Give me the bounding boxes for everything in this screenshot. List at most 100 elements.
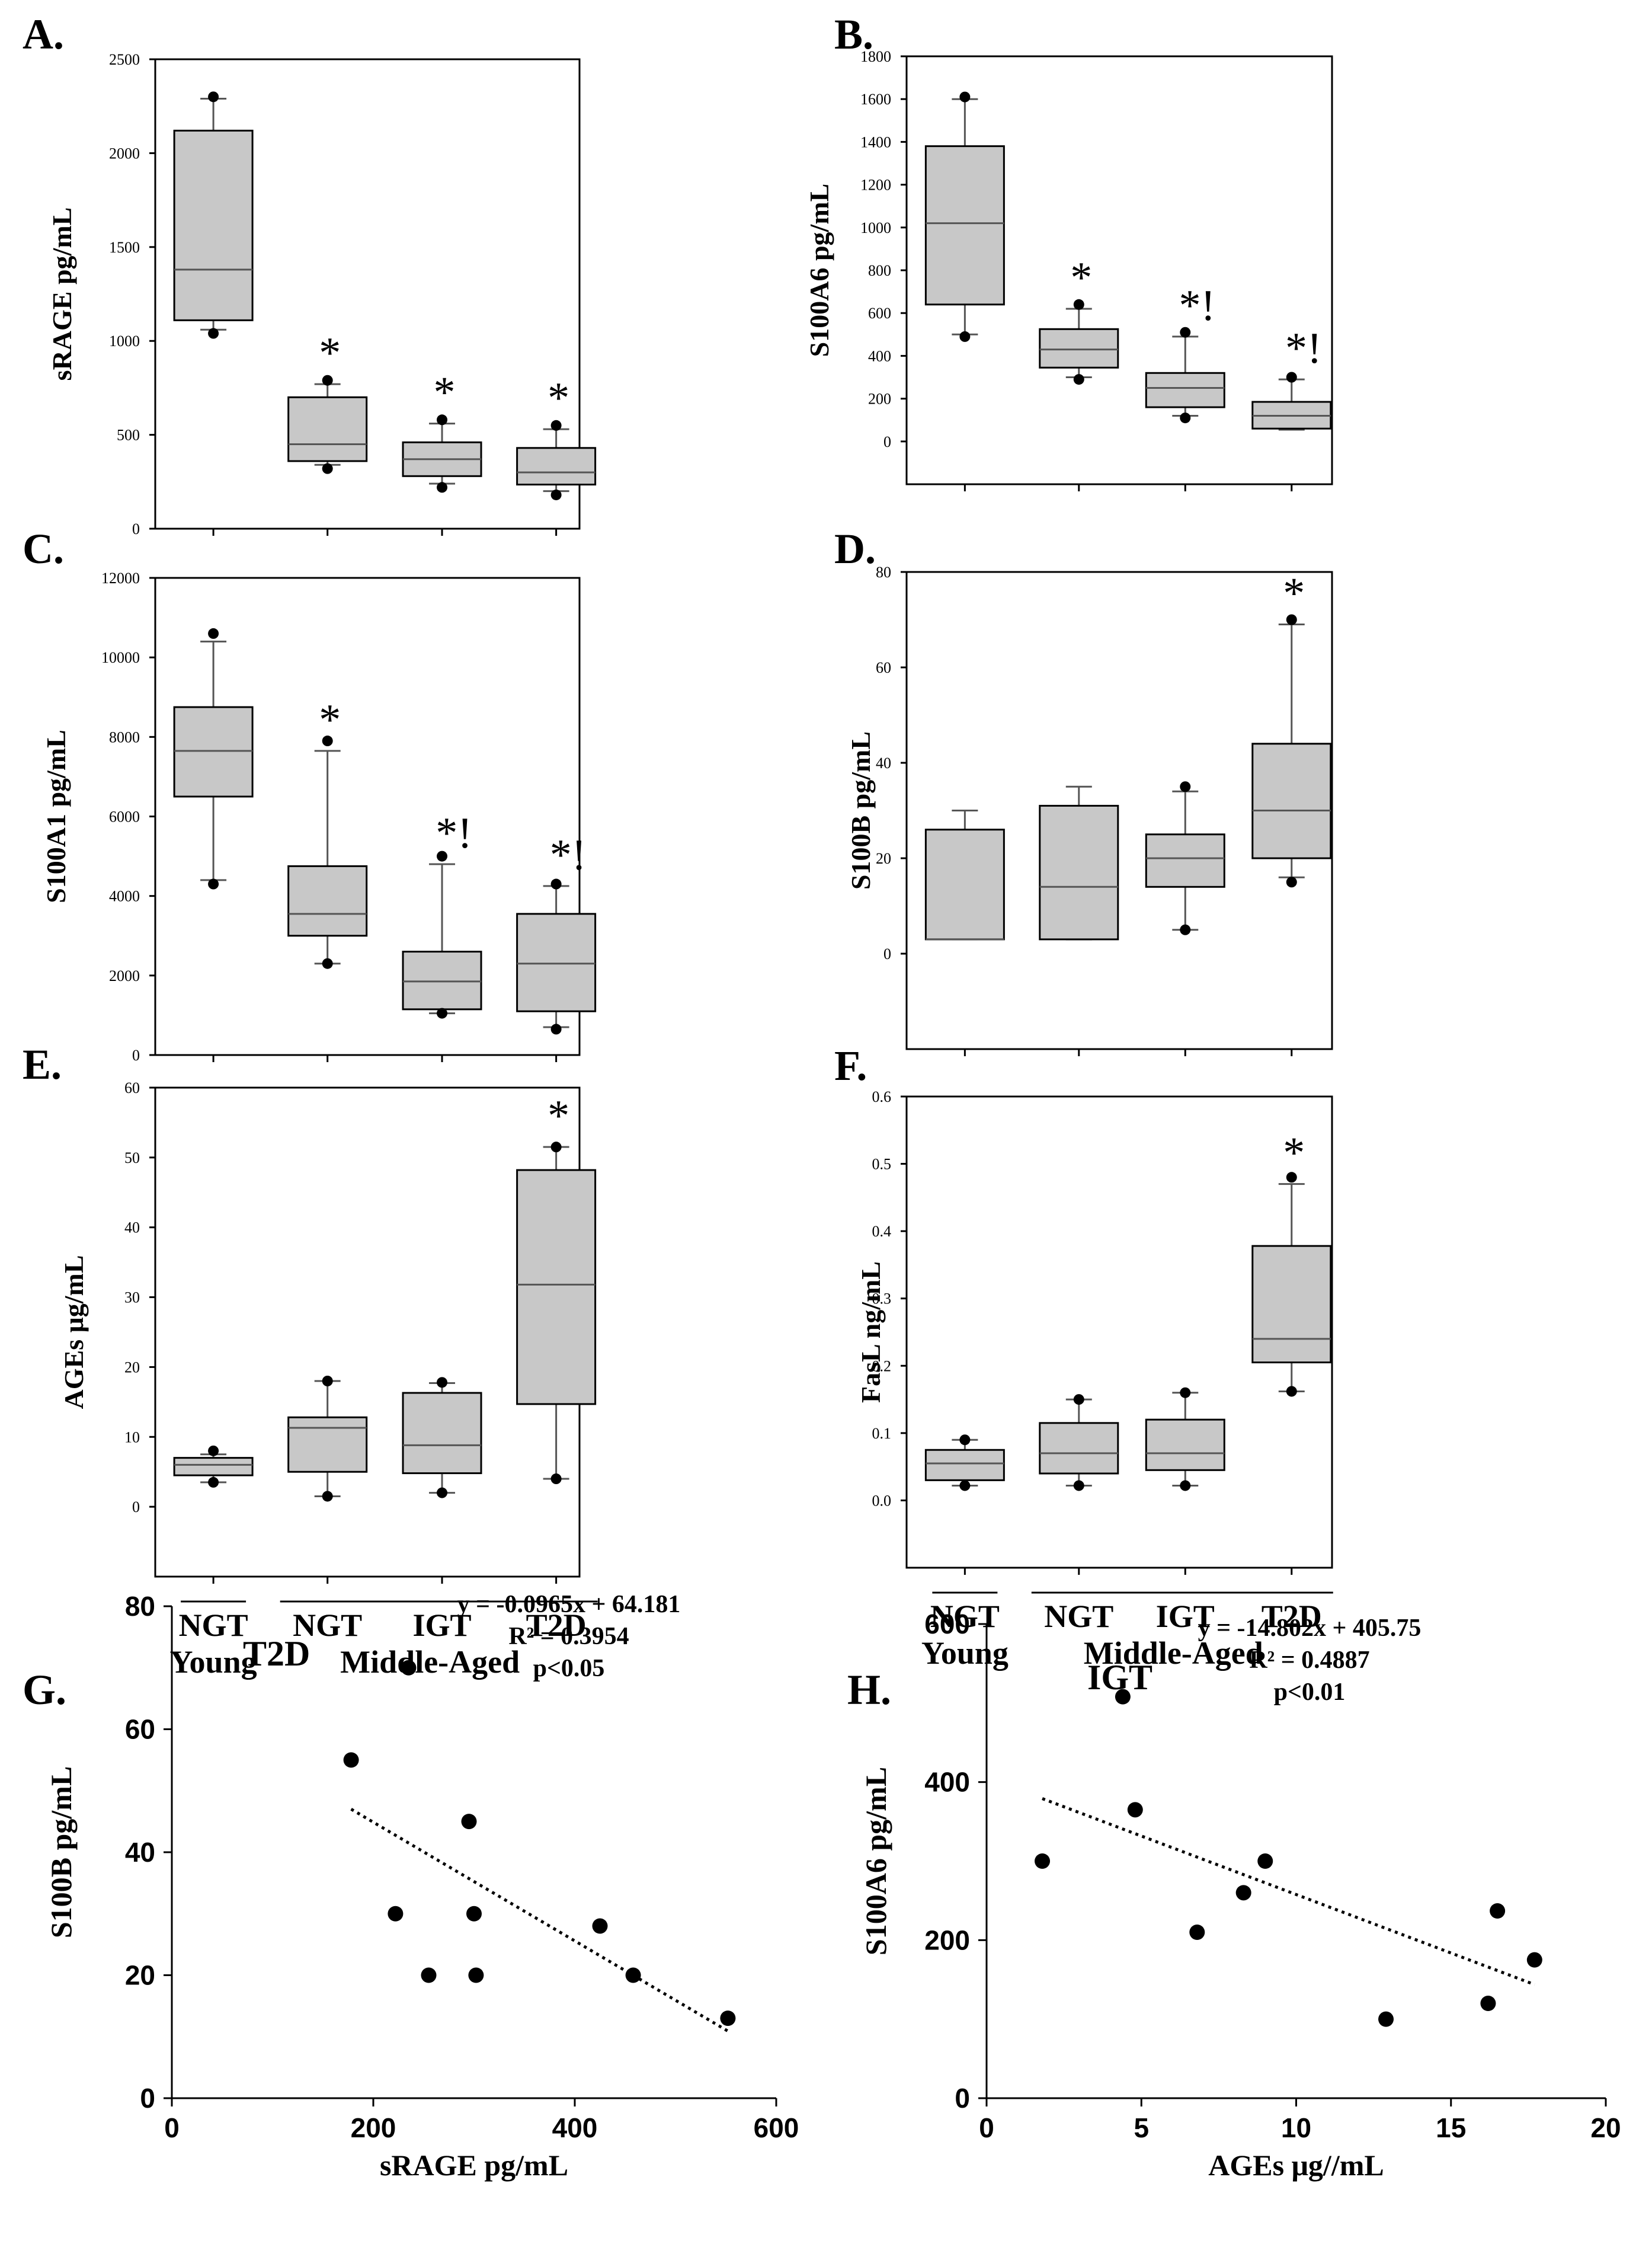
group-label-young: Young (170, 1644, 257, 1680)
data-point (592, 1918, 608, 1934)
outlier-point (208, 1476, 219, 1488)
box-4: * (1251, 1129, 1332, 1397)
group-label-igt: IGT (412, 1607, 471, 1643)
significance-marker: * (434, 369, 456, 417)
box-3: * (402, 369, 482, 493)
y-tick-label: 2000 (109, 967, 140, 984)
outlier-point (437, 1008, 448, 1019)
box-1 (924, 810, 1005, 941)
box-1 (924, 1434, 1005, 1491)
significance-marker: * (1283, 570, 1305, 618)
x-tick-label: 5 (1134, 2112, 1149, 2143)
data-point (343, 1752, 359, 1768)
panel-a: A. 0 500 1000 1500 2000 2500 sRAGE pg/mL * * * (23, 11, 597, 538)
y-tick-label: 1200 (860, 177, 891, 194)
outlier-point (322, 958, 333, 969)
outlier-point (1073, 1394, 1084, 1405)
y-tick-label: 0.2 (872, 1357, 892, 1374)
box-4: *! (1251, 324, 1332, 431)
box-1 (173, 628, 254, 890)
box-2: * (287, 696, 368, 969)
y-tick-label: 0 (140, 2083, 155, 2114)
panel-letter: H. (847, 1666, 891, 1714)
box-3: *! (1145, 282, 1225, 424)
y-tick-label: 2000 (109, 145, 140, 162)
group-label-middle-aged: Middle-Aged (1084, 1635, 1263, 1671)
outlier-point (959, 91, 971, 103)
panel-letter: C. (23, 525, 64, 573)
group-label-ngt: NGT (1044, 1599, 1113, 1634)
y-axis-label: S100A6 pg/mL (859, 1767, 892, 1955)
y-axis-label: FasL ng/mL (856, 1261, 886, 1403)
plot-frame (154, 577, 581, 1056)
y-tick-label: 500 (117, 427, 140, 444)
box-iqr (173, 129, 254, 321)
y-tick-label: 0 (132, 1047, 140, 1064)
y-tick-label: 0 (132, 520, 140, 538)
outlier-point (1180, 1480, 1191, 1491)
y-tick-label: 40 (876, 755, 891, 772)
box-iqr (924, 829, 1005, 941)
box-iqr (1145, 372, 1225, 408)
outlier-point (550, 1473, 562, 1484)
plot-frame (154, 1086, 581, 1578)
y-tick-label: 1000 (109, 333, 140, 350)
y-tick-label: 400 (924, 1767, 970, 1798)
outlier-point (1286, 877, 1297, 888)
outlier-point (208, 328, 219, 339)
outlier-point (1286, 1386, 1297, 1397)
y-tick-label: 50 (124, 1149, 140, 1166)
data-point (1378, 2011, 1394, 2027)
y-tick-label: 0 (883, 433, 891, 450)
outlier-point (208, 628, 219, 639)
x-axis-label: sRAGE pg/mL (380, 2149, 568, 2182)
outlier-point (1073, 299, 1084, 310)
outlier-point (322, 736, 333, 747)
outlier-point (322, 375, 333, 386)
data-point (466, 1906, 482, 1922)
box-3 (402, 1377, 482, 1498)
box-4: * (516, 374, 597, 500)
y-tick-label: 60 (125, 1714, 155, 1745)
outlier-point (1073, 374, 1084, 385)
outlier-point (550, 878, 562, 890)
y-tick-label: 40 (124, 1219, 140, 1236)
outlier-point (959, 1434, 971, 1446)
group-label-t2d: T2D (1262, 1599, 1322, 1634)
x-tick-label: 600 (754, 2112, 799, 2143)
box-iqr (924, 1449, 1005, 1481)
trendline (350, 1808, 729, 2032)
data-point (1127, 1802, 1143, 1818)
panel-letter: A. (23, 11, 64, 58)
group-label-igt: IGT (1156, 1599, 1215, 1634)
panel-h: H. 0 200 400 600 0 5 10 15 20 AGEs μg//mL S100A6 pg… (847, 1609, 1621, 2182)
regression-annotation: p<0.05 (533, 1655, 605, 1682)
outlier-point (208, 1445, 219, 1456)
box-iqr (516, 447, 597, 486)
box-iqr (1145, 833, 1225, 888)
outlier-point (550, 489, 562, 500)
group-title: T2D (243, 1634, 310, 1673)
outlier-point (1180, 781, 1191, 792)
outlier-point (959, 1480, 971, 1491)
significance-marker: *! (1285, 324, 1322, 373)
panel-g: G. 0 20 40 60 80 0 200 400 600 sRAGE pg/mL S100B pg… (23, 1591, 799, 2182)
group-label-ngt: NGT (179, 1607, 248, 1643)
y-tick-label: 1600 (860, 91, 891, 108)
y-axis-label: S100B pg/mL (846, 731, 876, 890)
outlier-point (437, 482, 448, 493)
plot-frame (905, 571, 1333, 1050)
y-tick-label: 400 (868, 347, 891, 365)
trendline (1042, 1797, 1535, 1986)
outlier-point (437, 851, 448, 862)
panel-f: F. 0.0 0.1 0.2 0.3 0.4 0.5 0.6 FasL ng/mL * (834, 1042, 1333, 1575)
y-tick-label: 0.4 (872, 1223, 892, 1240)
data-point (1035, 1853, 1051, 1869)
y-tick-label: 1400 (860, 133, 891, 151)
y-tick-label: 200 (924, 1925, 970, 1955)
panel-letter: D. (834, 525, 876, 573)
y-tick-label: 0.3 (872, 1290, 892, 1308)
outlier-point (208, 91, 219, 103)
